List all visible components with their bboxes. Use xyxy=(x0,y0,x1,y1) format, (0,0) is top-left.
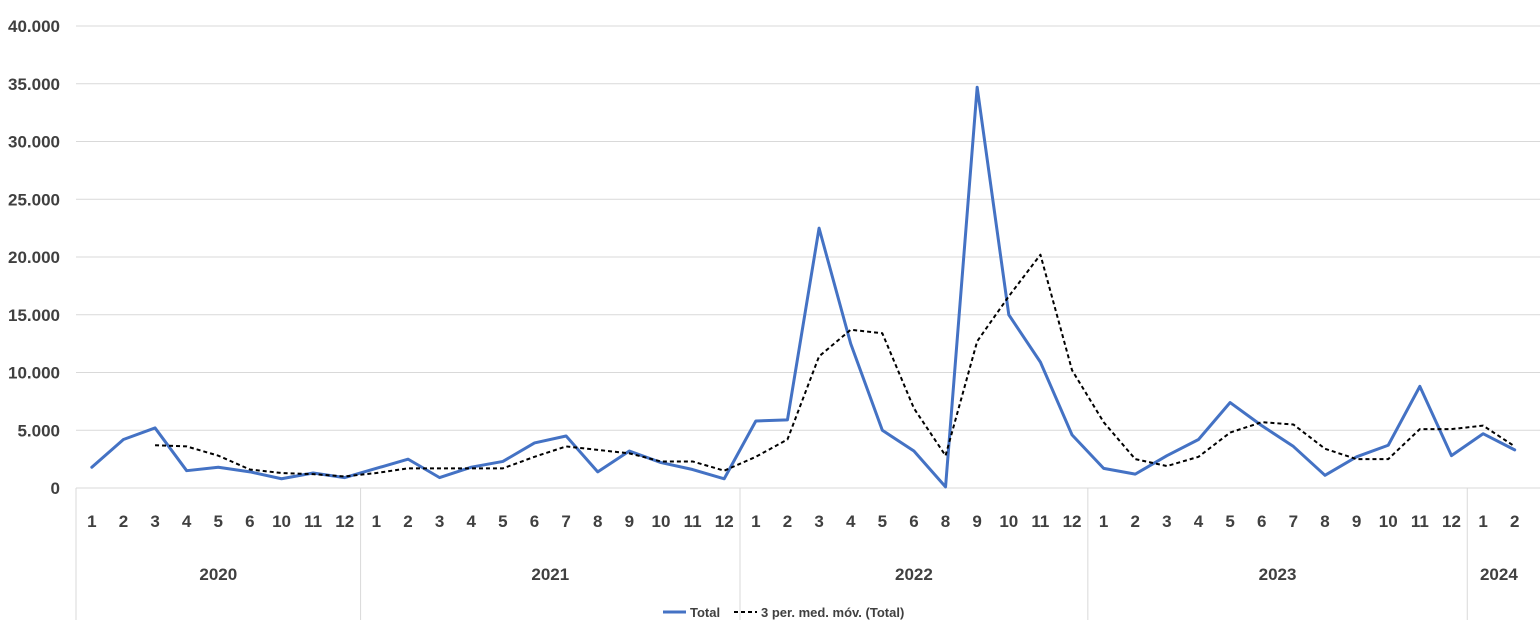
x-tick-label: 2 xyxy=(1131,512,1140,531)
year-label: 2022 xyxy=(895,565,933,584)
x-tick-label: 8 xyxy=(593,512,602,531)
x-tick-label: 1 xyxy=(751,512,760,531)
x-tick-label: 11 xyxy=(304,512,322,531)
legend-label: 3 per. med. móv. (Total) xyxy=(761,605,904,620)
x-tick-label: 1 xyxy=(1478,512,1487,531)
x-tick-label: 10 xyxy=(272,512,291,531)
x-tick-label: 12 xyxy=(1442,512,1461,531)
x-tick-label: 5 xyxy=(878,512,887,531)
series-layer xyxy=(90,85,1517,489)
x-tick-label: 10 xyxy=(999,512,1018,531)
x-tick-label: 1 xyxy=(372,512,381,531)
y-tick-label: 20.000 xyxy=(8,248,60,267)
x-tick-label: 4 xyxy=(182,512,192,531)
series-line-moving-average xyxy=(155,253,1516,478)
y-tick-label: 25.000 xyxy=(8,190,60,209)
x-tick-label: 12 xyxy=(1063,512,1082,531)
x-tick-label: 2 xyxy=(119,512,128,531)
x-tick-label: 11 xyxy=(1411,512,1429,531)
x-tick-label: 4 xyxy=(467,512,477,531)
y-axis-tick-labels: 0 5.000 10.000 15.000 20.000 25.000 30.000 35.0… xyxy=(8,17,60,498)
gridlines xyxy=(76,25,1540,489)
year-label: 2024 xyxy=(1480,565,1518,584)
y-tick-label: 30.000 xyxy=(8,133,60,152)
x-tick-label: 11 xyxy=(1031,512,1049,531)
x-tick-label: 11 xyxy=(684,512,702,531)
x-tick-label: 4 xyxy=(846,512,856,531)
x-tick-label: 6 xyxy=(1257,512,1266,531)
year-label: 2020 xyxy=(199,565,237,584)
x-axis: 1 2 3 4 5 6 10 11 12 1 2 3 4 5 6 7 8 9 10 11 12 1 2 3 4 5 6 8 9 10 11 1… xyxy=(75,488,1519,620)
x-tick-label: 5 xyxy=(498,512,507,531)
x-tick-label: 9 xyxy=(1352,512,1361,531)
x-tick-label: 2 xyxy=(403,512,412,531)
x-tick-label: 1 xyxy=(87,512,96,531)
x-tick-label: 3 xyxy=(150,512,159,531)
x-tick-label: 12 xyxy=(715,512,734,531)
x-tick-label: 3 xyxy=(1162,512,1171,531)
x-tick-label: 5 xyxy=(214,512,223,531)
x-tick-label: 3 xyxy=(814,512,823,531)
x-tick-label: 12 xyxy=(335,512,354,531)
x-tick-label: 10 xyxy=(652,512,671,531)
x-tick-label: 3 xyxy=(435,512,444,531)
x-tick-label: 9 xyxy=(972,512,981,531)
x-tick-label: 9 xyxy=(625,512,634,531)
y-tick-label: 15.000 xyxy=(8,306,60,325)
x-tick-label: 4 xyxy=(1194,512,1204,531)
year-label: 2021 xyxy=(531,565,569,584)
legend: Total 3 per. med. móv. (Total) xyxy=(663,605,904,620)
legend-label: Total xyxy=(690,605,720,620)
x-tick-label: 10 xyxy=(1379,512,1398,531)
x-tick-label: 6 xyxy=(245,512,254,531)
x-tick-label: 5 xyxy=(1225,512,1234,531)
x-tick-label: 1 xyxy=(1099,512,1108,531)
y-tick-label: 10.000 xyxy=(8,364,60,383)
x-tick-label: 2 xyxy=(1510,512,1519,531)
x-tick-label: 6 xyxy=(909,512,918,531)
x-tick-label: 6 xyxy=(530,512,539,531)
x-tick-label: 7 xyxy=(561,512,570,531)
y-tick-label: 35.000 xyxy=(8,75,60,94)
y-tick-label: 40.000 xyxy=(8,17,60,36)
y-tick-label: 5.000 xyxy=(17,421,60,440)
x-tick-label: 2 xyxy=(783,512,792,531)
y-tick-label: 0 xyxy=(51,479,60,498)
x-tick-label: 7 xyxy=(1289,512,1298,531)
x-tick-label: 8 xyxy=(1320,512,1329,531)
x-tick-label: 8 xyxy=(941,512,950,531)
year-label: 2023 xyxy=(1259,565,1297,584)
